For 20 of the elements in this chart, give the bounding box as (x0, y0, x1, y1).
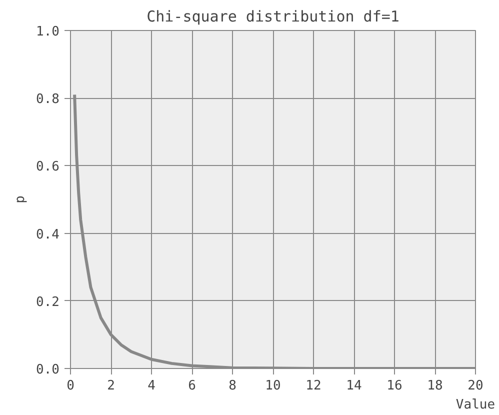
y-axis-title: p (13, 195, 28, 204)
chart-title: Chi-square distribution df=1 (146, 8, 400, 26)
x-tick-label: 4 (148, 378, 156, 394)
x-tick-label: 8 (228, 378, 236, 394)
y-tick-label: 0.8 (36, 92, 60, 108)
x-tick-label: 16 (386, 378, 402, 394)
y-tick-label: 1.0 (36, 24, 60, 40)
x-tick-label: 18 (427, 378, 443, 394)
x-tick-label: 12 (306, 378, 322, 394)
y-tick-label: 0.6 (36, 160, 60, 175)
y-tick-label: 0.2 (36, 294, 60, 310)
x-tick-label: 14 (346, 378, 362, 394)
x-tick-label: 6 (188, 378, 196, 394)
y-tick-label: 0.0 (36, 362, 60, 378)
x-axis-title: Value (456, 398, 496, 412)
x-tick-label: 20 (468, 378, 484, 394)
x-tick-label: 2 (107, 378, 115, 394)
x-tick-label: 0 (66, 378, 74, 394)
x-tick-label: 10 (265, 378, 281, 394)
y-tick-label: 0.4 (36, 227, 60, 242)
